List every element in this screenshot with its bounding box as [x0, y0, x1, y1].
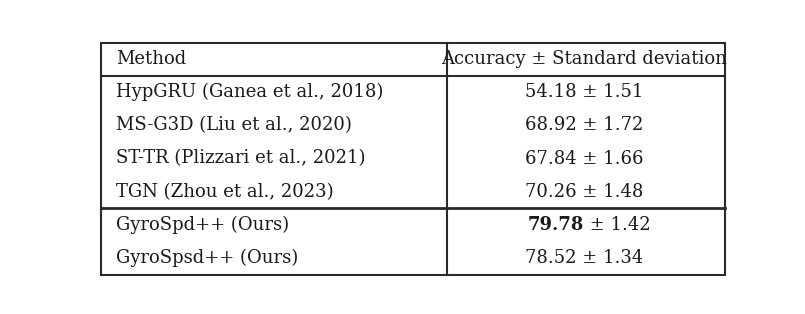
- Text: TGN (Zhou et al., 2023): TGN (Zhou et al., 2023): [116, 183, 334, 201]
- Text: ST-TR (Plizzari et al., 2021): ST-TR (Plizzari et al., 2021): [116, 149, 365, 168]
- Text: 54.18 ± 1.51: 54.18 ± 1.51: [525, 83, 643, 101]
- Text: MS-G3D (Liu et al., 2020): MS-G3D (Liu et al., 2020): [116, 116, 352, 134]
- Text: 70.26 ± 1.48: 70.26 ± 1.48: [525, 183, 643, 201]
- Text: 78.52 ± 1.34: 78.52 ± 1.34: [525, 249, 643, 267]
- Text: ± 1.42: ± 1.42: [584, 216, 650, 234]
- Text: GyroSpsd++ (Ours): GyroSpsd++ (Ours): [116, 249, 299, 267]
- Text: 79.78: 79.78: [528, 216, 584, 234]
- Text: Accuracy ± Standard deviation: Accuracy ± Standard deviation: [441, 50, 727, 68]
- Text: 67.84 ± 1.66: 67.84 ± 1.66: [525, 149, 643, 168]
- Text: HypGRU (Ganea et al., 2018): HypGRU (Ganea et al., 2018): [116, 83, 384, 101]
- Text: Method: Method: [116, 50, 187, 68]
- Text: GyroSpd++ (Ours): GyroSpd++ (Ours): [116, 216, 289, 234]
- Text: 68.92 ± 1.72: 68.92 ± 1.72: [525, 116, 643, 134]
